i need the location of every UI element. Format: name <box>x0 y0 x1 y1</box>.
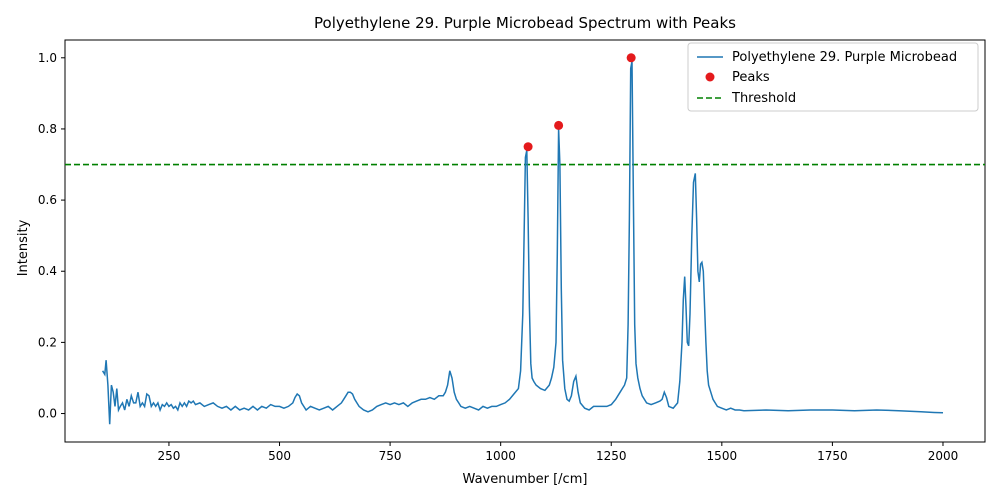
legend: Polyethylene 29. Purple Microbead Peaks … <box>687 42 979 112</box>
peak-point <box>554 120 564 130</box>
peak-point <box>523 142 533 152</box>
series-line <box>101 61 944 425</box>
legend-peaks-label: Peaks <box>732 70 770 85</box>
y-tick-label: 0.0 <box>38 407 57 421</box>
y-tick-label: 0.6 <box>38 193 57 207</box>
y-axis-ticks: 0.0 0.2 0.4 0.6 0.8 1.0 <box>38 51 65 421</box>
legend-peaks-swatch <box>705 72 715 82</box>
x-tick-label: 2000 <box>928 449 959 463</box>
peak-point <box>626 53 636 63</box>
x-tick-label: 250 <box>157 449 180 463</box>
y-axis-label: Intensity <box>16 219 31 276</box>
y-tick-label: 0.2 <box>38 335 57 349</box>
x-tick-label: 750 <box>379 449 402 463</box>
y-tick-label: 0.8 <box>38 122 57 136</box>
x-tick-label: 1250 <box>596 449 627 463</box>
axes-frame <box>64 39 986 443</box>
y-tick-label: 0.4 <box>38 264 57 278</box>
plot-area: 250 500 750 1000 1250 1500 1750 2000 0.00.20.40… <box>38 39 986 463</box>
legend-series-label: Polyethylene 29. Purple Microbead <box>732 50 957 65</box>
x-axis-ticks: 250 500 750 1000 1250 1500 1750 2000 <box>157 442 958 463</box>
x-tick-label: 1000 <box>485 449 516 463</box>
x-tick-label: 1750 <box>817 449 848 463</box>
legend-threshold-label: Threshold <box>731 91 796 106</box>
peak-markers <box>523 53 636 152</box>
x-tick-label: 500 <box>268 449 291 463</box>
legend-box <box>687 42 979 112</box>
x-tick-label: 1500 <box>707 449 738 463</box>
chart-title: Polyethylene 29. Purple Microbead Spectr… <box>314 14 736 32</box>
y-tick-label: 1.0 <box>38 51 57 65</box>
x-axis-label: Wavenumber [/cm] <box>463 472 588 487</box>
